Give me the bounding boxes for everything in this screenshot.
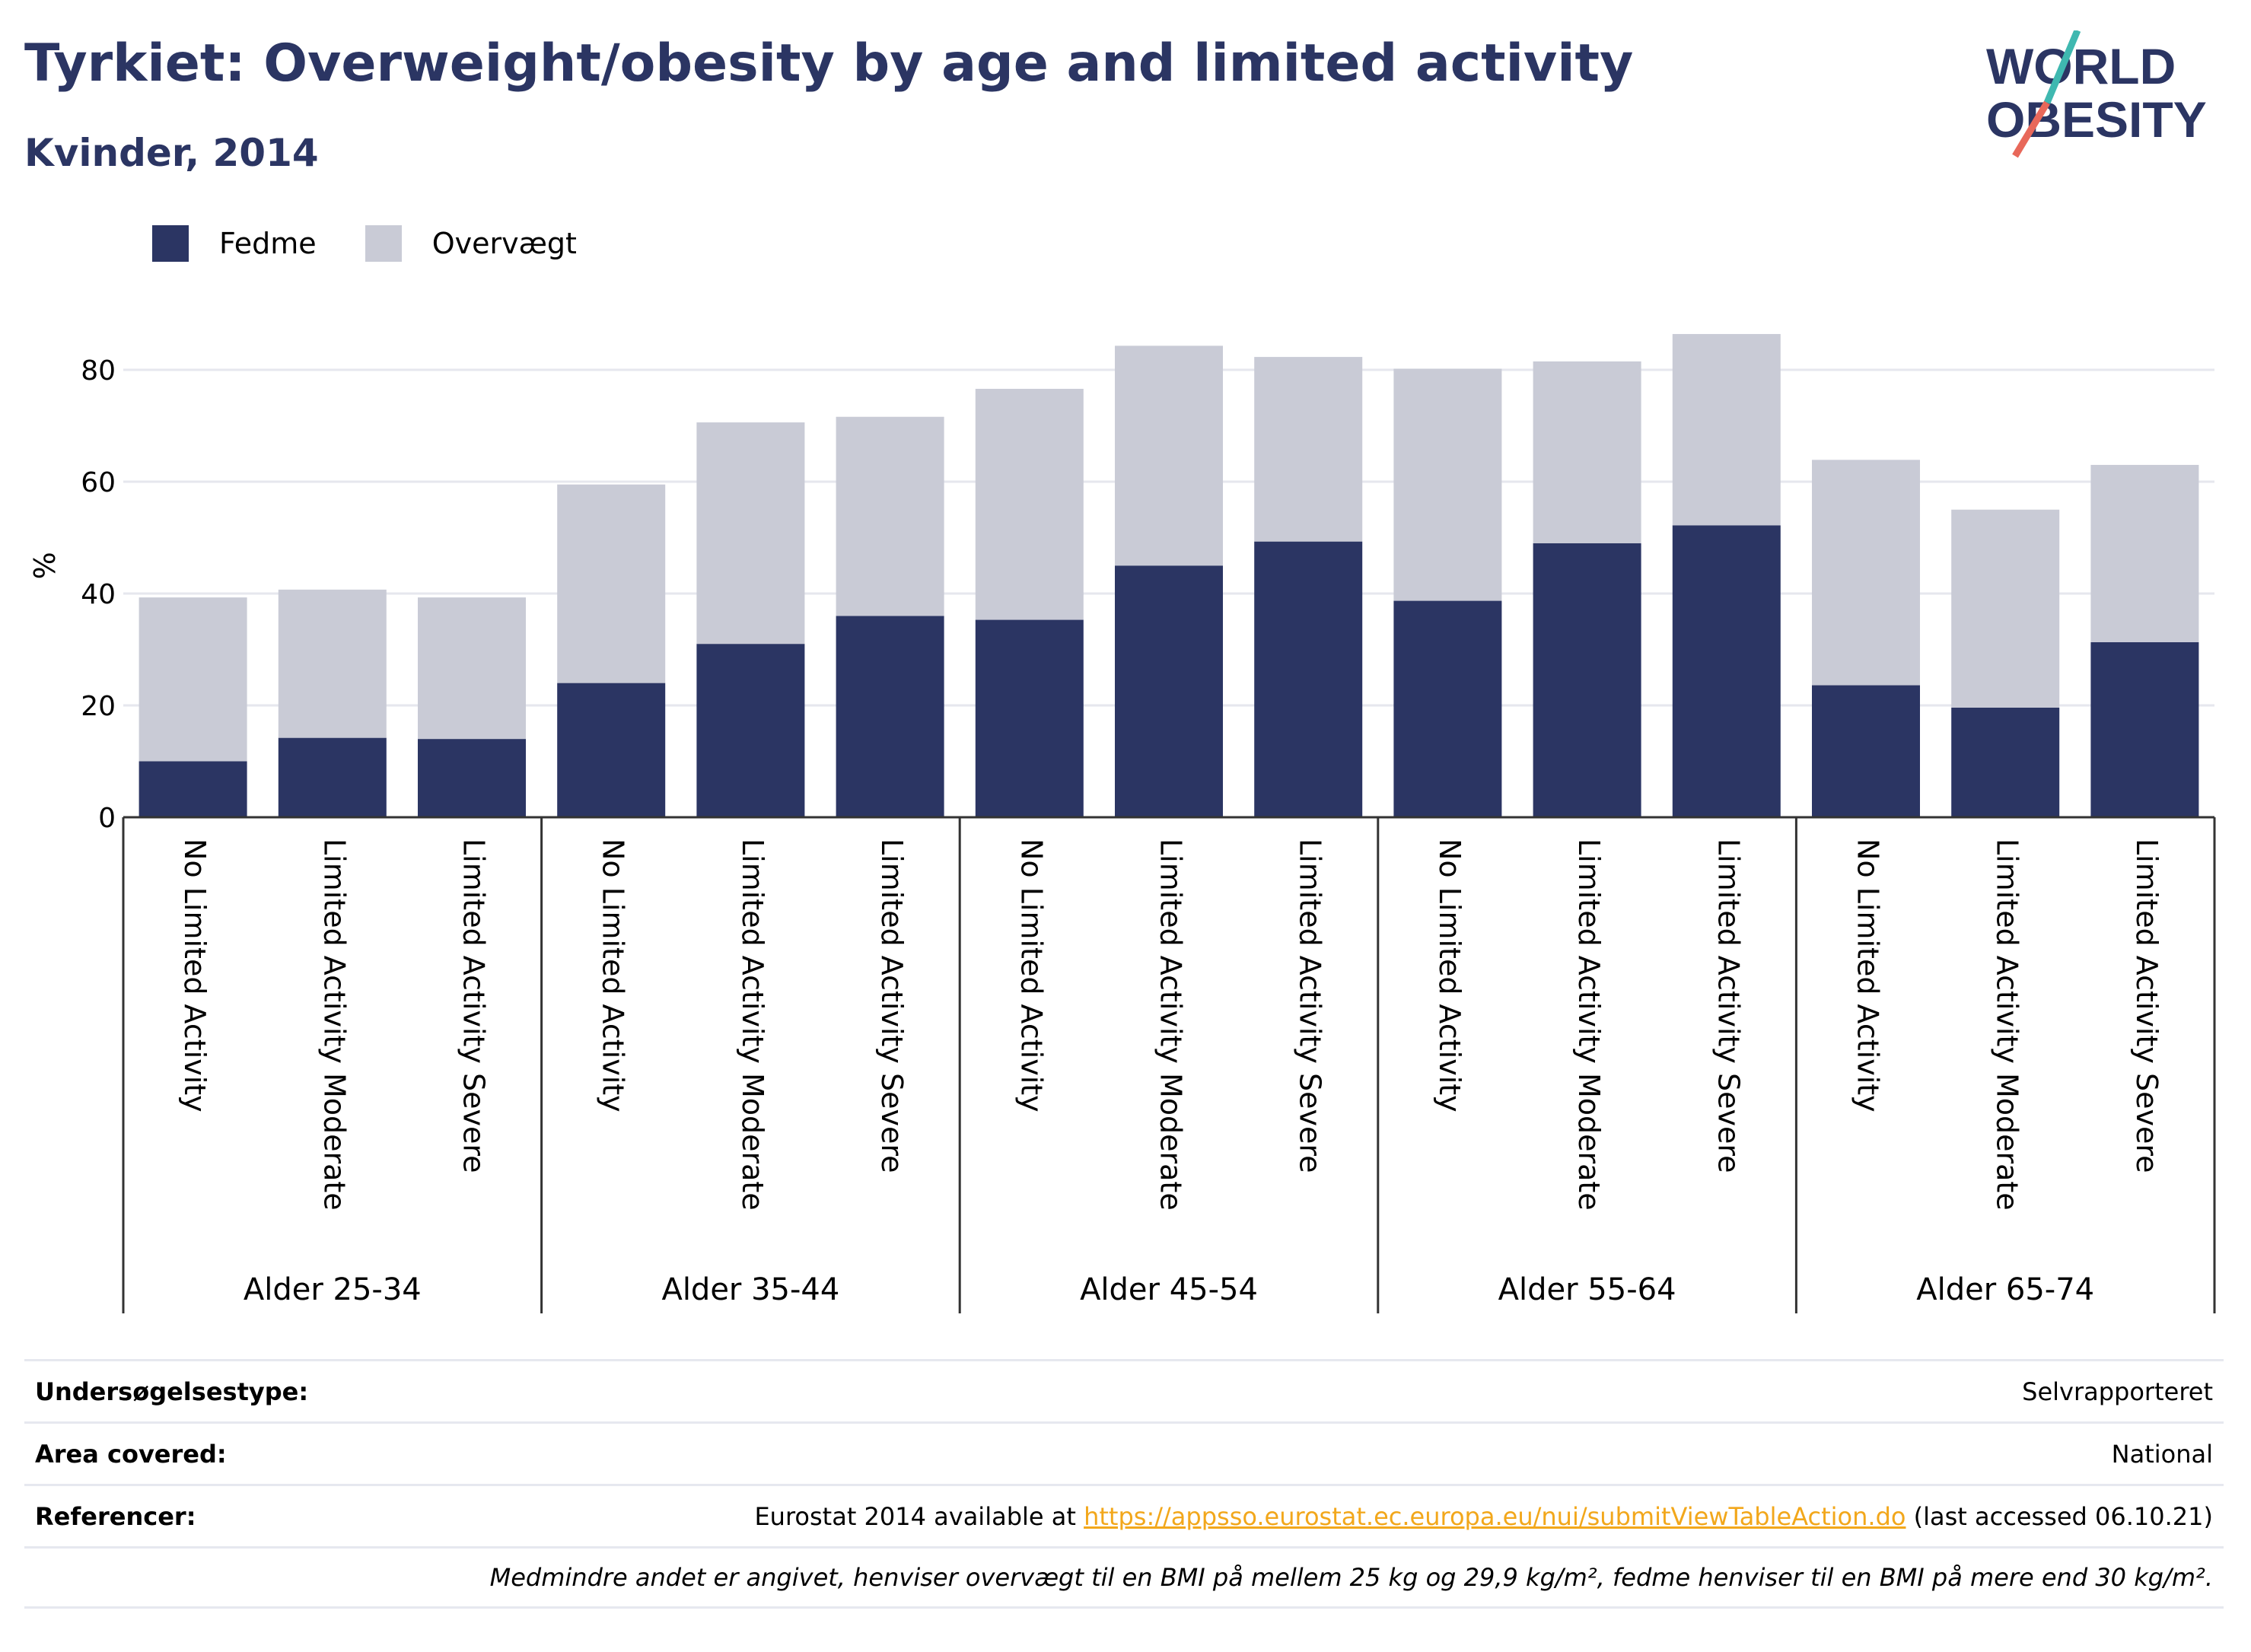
x-group-label: Alder 45-54 (1080, 1272, 1258, 1307)
bar-overvaegt (1951, 509, 2060, 708)
bar-fedme (278, 737, 387, 817)
y-tick-label: 60 (81, 467, 116, 498)
bar-overvaegt (1533, 361, 1641, 543)
x-category-label: Limited Activity Severe (2130, 839, 2163, 1173)
info-table: Undersøgelsestype: Selvrapporteret Area … (24, 1359, 2224, 1609)
page-subtitle: Kvinder, 2014 (24, 131, 319, 175)
info-row-area: Area covered: National (24, 1421, 2224, 1484)
x-category-label: No Limited Activity (1851, 839, 1885, 1112)
x-category-label: No Limited Activity (1433, 839, 1466, 1112)
bar-fedme (1393, 600, 1502, 817)
bar-fedme (2090, 641, 2199, 817)
x-category-label: Limited Activity Moderate (1154, 839, 1188, 1211)
chart-legend: Fedme Overvægt (152, 225, 626, 262)
x-category-label: No Limited Activity (597, 839, 630, 1112)
logo-slash-teal (2043, 30, 2081, 104)
bar-fedme (557, 683, 666, 817)
bar-overvaegt (836, 416, 944, 616)
bar-overvaegt (1672, 333, 1781, 526)
legend-item-fedme: Fedme (152, 225, 317, 262)
bmi-note: Medmindre andet er angivet, henviser ove… (489, 1563, 2213, 1592)
x-category-label: Limited Activity Moderate (1991, 839, 2024, 1211)
bar-overvaegt (1393, 368, 1502, 601)
bar-fedme (418, 739, 526, 817)
y-tick-label: 20 (81, 691, 116, 722)
area-value: National (2111, 1439, 2213, 1469)
info-row-survey: Undersøgelsestype: Selvrapporteret (24, 1359, 2224, 1421)
info-row-note: Medmindre andet er angivet, henviser ove… (24, 1546, 2224, 1609)
x-category-label: No Limited Activity (178, 839, 212, 1112)
references-label: Referencer: (35, 1501, 196, 1531)
bar-overvaegt (557, 484, 666, 683)
bar-overvaegt (1115, 345, 1223, 566)
legend-item-overvaegt: Overvægt (365, 225, 577, 262)
legend-label-fedme: Fedme (219, 227, 317, 260)
bar-chart: 0 20 40 60 80% No Limited Activity Limited Act… (28, 333, 2216, 1313)
bar-overvaegt (2090, 464, 2199, 642)
bar-overvaegt (138, 597, 247, 762)
bar-fedme (1672, 525, 1781, 817)
x-category-label: Limited Activity Severe (1711, 839, 1745, 1173)
x-category-label: Limited Activity Severe (1294, 839, 1327, 1173)
x-group-label: Alder 25-34 (244, 1272, 422, 1307)
bar-overvaegt (1812, 460, 1920, 686)
bar-overvaegt (696, 422, 805, 645)
info-row-references: Referencer: Eurostat 2014 available at h… (24, 1484, 2224, 1546)
legend-swatch-fedme (152, 225, 189, 262)
bar-fedme (138, 761, 247, 817)
y-tick-label: 80 (81, 355, 116, 387)
bar-fedme (975, 619, 1084, 817)
reference-link[interactable]: https://appsso.eurostat.ec.europa.eu/nui… (1084, 1501, 1906, 1531)
survey-value: Selvrapporteret (2022, 1377, 2213, 1406)
x-category-label: Limited Activity Severe (457, 839, 491, 1173)
x-group-label: Alder 35-44 (661, 1272, 839, 1307)
x-category-label: Limited Activity Moderate (736, 839, 769, 1211)
bar-fedme (1533, 543, 1641, 817)
x-category-label: Limited Activity Severe (875, 839, 909, 1173)
x-group-label: Alder 55-64 (1498, 1272, 1676, 1307)
bar-overvaegt (418, 597, 526, 740)
bar-fedme (836, 616, 944, 817)
references-value: Eurostat 2014 available at https://appss… (754, 1502, 2213, 1531)
y-tick-label: 0 (98, 803, 116, 834)
logo-line2: OBESITY (1986, 91, 2207, 148)
bar-overvaegt (278, 589, 387, 738)
legend-swatch-overvaegt (365, 225, 402, 262)
survey-label: Undersøgelsestype: (35, 1377, 309, 1406)
reference-suffix: (last accessed 06.10.21) (1913, 1501, 2213, 1531)
page-title: Tyrkiet: Overweight/obesity by age and l… (24, 33, 1634, 94)
x-category-label: Limited Activity Moderate (317, 839, 351, 1211)
bar-fedme (1812, 685, 1920, 817)
x-category-label: No Limited Activity (1014, 839, 1048, 1112)
bar-overvaegt (975, 388, 1084, 620)
legend-label-overvaegt: Overvægt (431, 227, 577, 260)
x-category-label: Limited Activity Moderate (1572, 839, 1606, 1211)
world-obesity-logo: WORLD OBESITY (1986, 30, 2207, 158)
bar-fedme (1254, 541, 1363, 817)
x-group-label: Alder 65-74 (1916, 1272, 2094, 1307)
y-tick-label: 40 (81, 579, 116, 610)
bar-overvaegt (1254, 357, 1363, 542)
area-label: Area covered: (35, 1439, 227, 1469)
bar-fedme (1115, 565, 1223, 817)
y-axis-label: % (28, 552, 62, 579)
reference-prefix: Eurostat 2014 available at (754, 1501, 1076, 1531)
logo-line1: WORLD (1986, 38, 2176, 94)
bar-fedme (696, 644, 805, 817)
bar-fedme (1951, 707, 2060, 817)
logo-slash-red (2012, 100, 2050, 158)
